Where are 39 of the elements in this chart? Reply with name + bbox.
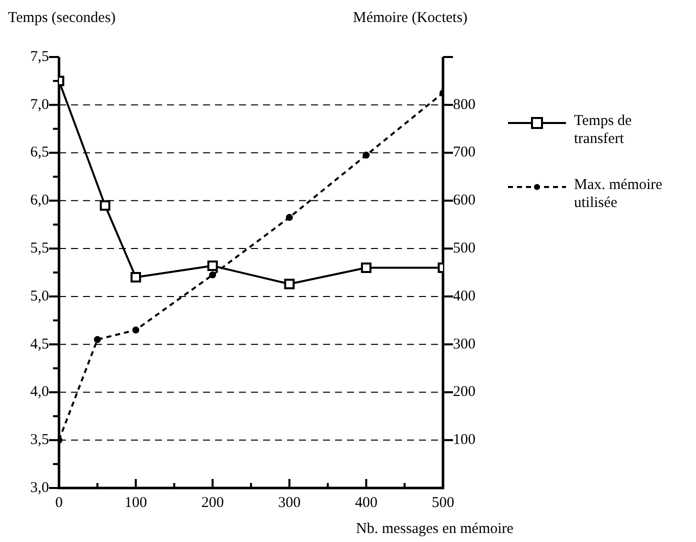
point xyxy=(362,152,370,159)
y2-tick-label: 800 xyxy=(453,96,476,113)
point xyxy=(360,262,372,273)
point xyxy=(207,260,218,272)
y2-axis-title: Mémoire (Koctets) xyxy=(353,10,468,27)
y-tick-label: 5,5 xyxy=(30,240,49,256)
y-tick-label: 3,5 xyxy=(30,432,49,448)
y-axis-title: Temps (secondes) xyxy=(8,10,116,27)
y2-tick-label: 500 xyxy=(453,240,476,256)
legend-label: Max. mémoire utilisée xyxy=(574,176,664,212)
y-tick-label: 7,0 xyxy=(30,96,49,113)
x-tick-label: 200 xyxy=(201,494,224,511)
point xyxy=(284,278,295,290)
point xyxy=(286,214,293,221)
legend-label: Temps de transfert xyxy=(574,112,633,148)
x-tick-label: 400 xyxy=(354,494,378,511)
y-tick-label: 7,5 xyxy=(30,48,49,65)
y-tick-label: 4,0 xyxy=(30,384,49,400)
x-tick-label: 0 xyxy=(55,494,63,511)
y-tick-label: 3,0 xyxy=(30,480,49,496)
x-axis-title: Nb. messages en mémoire xyxy=(356,521,514,538)
point xyxy=(130,272,142,283)
y2-tick-label: 200 xyxy=(453,384,476,400)
x-tick-label: 100 xyxy=(124,494,148,511)
y2-tick-label: 700 xyxy=(453,144,476,161)
y-tick-label: 4,5 xyxy=(30,336,49,352)
y-tick-label: 5,0 xyxy=(30,288,49,304)
y2-tick-label: 300 xyxy=(453,336,476,352)
point xyxy=(209,271,216,278)
y-tick-label: 6,0 xyxy=(30,192,49,209)
point xyxy=(132,326,140,334)
y2-tick-label: 100 xyxy=(453,432,476,448)
y-tick-label: 6,5 xyxy=(30,144,49,161)
x-tick-label: 500 xyxy=(432,494,454,511)
point xyxy=(100,200,110,211)
y2-tick-label: 400 xyxy=(453,288,476,304)
x-tick-label: 300 xyxy=(278,494,301,511)
point xyxy=(94,336,101,344)
y2-tick-label: 600 xyxy=(453,192,476,209)
